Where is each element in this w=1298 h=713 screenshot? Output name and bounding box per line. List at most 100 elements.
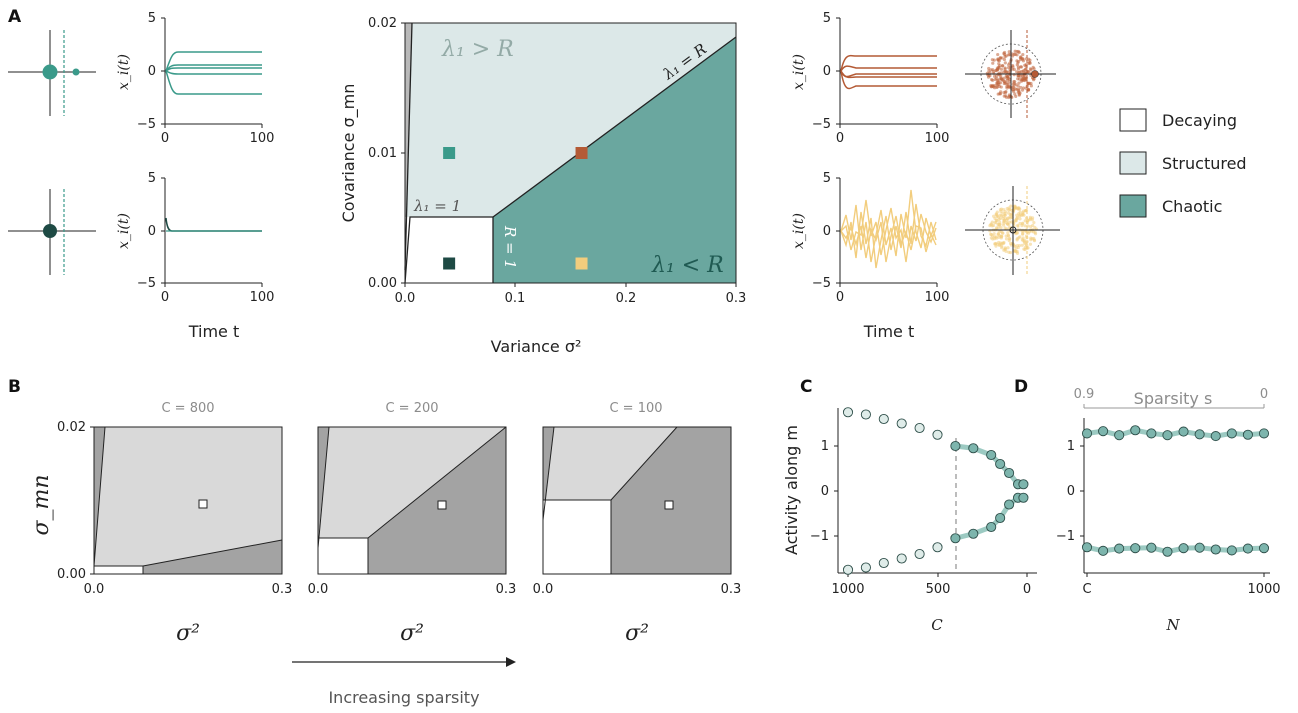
tick-label: 0.3	[721, 582, 742, 597]
eigenvalue-dot	[1002, 76, 1006, 80]
data-point	[878, 557, 889, 569]
eigenvalue-dot	[1013, 204, 1017, 208]
eigenvalue-dot	[1003, 70, 1007, 74]
eigenvalue-dot	[992, 214, 996, 218]
eigenvalue-dot	[1002, 218, 1006, 223]
tick-label: 0.9	[1074, 387, 1095, 402]
eigenvalue-dot	[1028, 58, 1032, 62]
eigenvalue-dot	[1006, 246, 1010, 250]
tick-label: 1000	[1247, 582, 1280, 597]
eigenvalue-dot	[989, 78, 994, 82]
y-axis-label: x_i(t)	[116, 54, 132, 90]
tick-label: 0.00	[368, 276, 397, 291]
data-point	[1081, 428, 1093, 439]
x-axis-label: C	[931, 616, 943, 634]
eigenvalue-dot	[1029, 68, 1033, 72]
eigenvalue-dot	[990, 58, 994, 62]
eigenvalue-dot	[1002, 94, 1006, 98]
trajectory-line	[840, 65, 937, 72]
tick-label: −5	[137, 276, 156, 291]
eigenvalue-dot	[1013, 52, 1018, 57]
bifurcation-plot-c: 1 0 −1 1000 500 0 Activity along m C	[782, 408, 1037, 634]
tick-label: 0	[1067, 484, 1075, 499]
tick-label: −1	[1056, 529, 1075, 544]
eigenvalue-dot	[1024, 76, 1029, 80]
spectrum-diagram-decaying	[8, 189, 96, 275]
eigenvalue-dot	[1022, 209, 1026, 213]
eigenvalue-dot	[1008, 250, 1013, 255]
eigenvalue-dot	[1014, 94, 1018, 98]
eigenvalue-dot	[1026, 88, 1030, 92]
eigenvalue-dot	[1009, 204, 1013, 208]
data-point	[968, 528, 979, 539]
eigenvalue-dot	[1003, 91, 1008, 95]
eigenvalue-dot	[999, 74, 1003, 78]
eigenvalue-dot	[997, 65, 1001, 69]
y-axis-label: x_i(t)	[791, 54, 807, 90]
legend: Decaying Structured Chaotic	[1119, 108, 1247, 218]
timeseries-decaying: 5 0 −5 0 100 x_i(t) Time t	[116, 171, 274, 341]
eigenvalue-dot	[986, 75, 991, 79]
data-point	[1004, 499, 1015, 510]
subplot-title: C = 200	[385, 401, 438, 416]
eigenvalue-dot	[1015, 244, 1019, 248]
tick-label: 0.0	[84, 582, 105, 597]
eigenvalue-dot	[999, 235, 1003, 239]
data-point	[1226, 545, 1237, 556]
eigenvalue-dot	[1018, 210, 1022, 214]
trajectory-line	[165, 51, 262, 72]
eigenvalue-dot	[992, 74, 997, 78]
eigenvalue-dot	[1002, 208, 1006, 212]
legend-label-chaotic: Chaotic	[1162, 197, 1222, 216]
eigenvalue-dot	[1004, 237, 1009, 241]
data-point	[842, 564, 854, 575]
eigenvalue-dot	[988, 223, 992, 228]
legend-swatch-decaying	[1119, 108, 1147, 132]
tick-label: 0.00	[57, 567, 86, 582]
trajectory-line	[840, 70, 937, 78]
subplot-title: C = 800	[161, 401, 214, 416]
eigenvalue-dot	[1007, 94, 1011, 98]
trajectory-line	[165, 217, 262, 232]
eigenvalue-dot	[1015, 251, 1020, 255]
legend-swatch-chaotic	[1119, 194, 1147, 218]
data-point	[1114, 543, 1125, 554]
tick-label: 5	[823, 171, 831, 186]
eigenvalue-dot	[993, 77, 997, 82]
eigenvalue-dot	[1007, 237, 1011, 241]
eigen-cloud-yellow	[965, 186, 1060, 275]
eigenvalue-dot	[999, 67, 1004, 71]
eigenvalue-dot	[1016, 207, 1020, 211]
timeseries-orange: 5 0 −5 0 100 x_i(t)	[791, 11, 949, 146]
data-point	[1081, 542, 1093, 553]
x-axis-label: σ²	[400, 621, 424, 646]
tick-label: 5	[148, 171, 156, 186]
data-point	[1018, 479, 1029, 490]
tick-label: 0	[148, 224, 156, 239]
eigenvalue-dot	[1011, 88, 1016, 92]
tick-label: −1	[810, 529, 829, 544]
eigenvalue-dot	[1029, 81, 1033, 86]
eigenvalue-dot	[1008, 215, 1012, 219]
tick-label: 0	[823, 224, 831, 239]
sparsity-arrow: Increasing sparsity	[292, 657, 516, 707]
eigenvalue-dot	[1005, 82, 1009, 86]
eigenvalue-dot	[992, 232, 996, 236]
eigenvalue-dot	[991, 234, 995, 238]
tick-label: 5	[148, 11, 156, 26]
data-point	[1098, 426, 1109, 437]
tick-label: 5	[823, 11, 831, 26]
data-point	[1194, 542, 1205, 553]
eigenvalue-dot	[1016, 65, 1021, 69]
eigenvalue-dot	[1016, 224, 1020, 228]
eigenvalue-dot	[1001, 241, 1006, 245]
phase-diagram-c800: C = 800 0.02 0.00 0.0 0.3 σ² σ_mn	[29, 401, 292, 646]
tick-label: 0.3	[496, 582, 517, 597]
eigenvalue-dot	[996, 52, 1000, 57]
eigenvalue-dot	[997, 233, 1001, 237]
tick-label: 0	[1023, 582, 1031, 597]
eigenvalue-dot	[1016, 77, 1020, 81]
data-point	[950, 440, 961, 452]
tick-label: 0	[161, 290, 169, 305]
eigenvalue-dot	[1007, 63, 1011, 67]
